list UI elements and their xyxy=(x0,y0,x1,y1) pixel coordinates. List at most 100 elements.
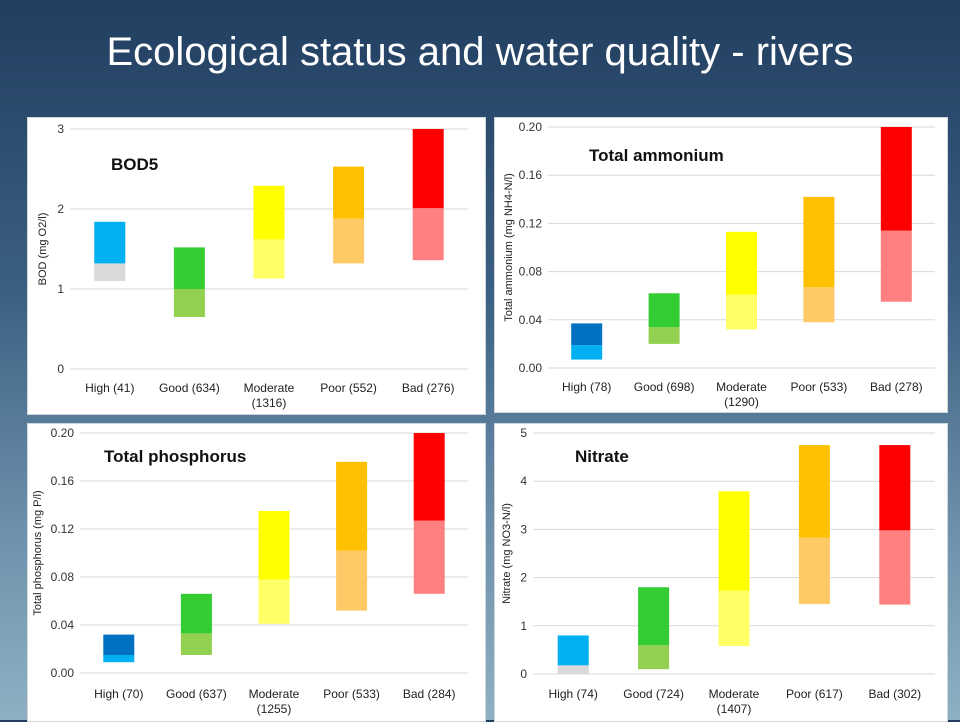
bod5-chart-title: BOD5 xyxy=(111,155,158,174)
nitrate-bar-lower-segment xyxy=(879,530,911,605)
ammonium-bar-upper-segment xyxy=(803,196,835,288)
phosphorus-bar-lower-segment xyxy=(413,520,445,594)
bod5-bar-upper-segment xyxy=(253,185,285,240)
nitrate-category-label: Poor (617) xyxy=(786,687,843,701)
ammonium-category-label: (1290) xyxy=(724,395,759,409)
bod5-y-axis-label: BOD (mg O2/l) xyxy=(37,213,49,286)
ammonium-bar-lower-segment xyxy=(803,287,835,323)
ammonium-y-tick-label: 0.00 xyxy=(519,361,543,375)
phosphorus-bar-lower-segment xyxy=(258,579,290,624)
phosphorus-bar-upper-segment xyxy=(413,433,445,521)
bod5-y-tick-label: 2 xyxy=(57,202,64,216)
ammonium-category-label: Bad (278) xyxy=(870,380,923,394)
ammonium-bar-lower-segment xyxy=(726,294,757,330)
phosphorus-category-label: High (70) xyxy=(94,687,143,701)
ammonium-y-tick-label: 0.12 xyxy=(519,216,543,230)
slide-title: Ecological status and water quality - ri… xyxy=(106,30,854,74)
ammonium-bar-upper-segment xyxy=(726,231,757,295)
ammonium-y-tick-label: 0.20 xyxy=(519,120,543,134)
phosphorus-y-tick-label: 0.04 xyxy=(51,618,75,632)
bod5-category-label: (1316) xyxy=(252,396,287,410)
ammonium-category-label: High (78) xyxy=(562,380,611,394)
phosphorus-y-tick-label: 0.12 xyxy=(51,522,75,536)
nitrate-y-tick-label: 0 xyxy=(520,667,527,681)
phosphorus-y-tick-label: 0.20 xyxy=(51,426,75,440)
bod5-category-label: Bad (276) xyxy=(402,381,455,395)
nitrate-y-tick-label: 2 xyxy=(520,571,527,585)
phosphorus-category-label: Poor (533) xyxy=(323,687,380,701)
bod5-bar-lower-segment xyxy=(412,208,444,261)
phosphorus-y-tick-label: 0.08 xyxy=(51,570,75,584)
phosphorus-category-label: Moderate xyxy=(249,687,300,701)
ammonium-y-tick-label: 0.04 xyxy=(519,313,543,327)
bod5-bar-lower-segment xyxy=(333,218,365,264)
bod5-bar-lower-segment xyxy=(94,263,126,281)
bod5-bar-upper-segment xyxy=(412,129,444,209)
bod5-category-label: Good (634) xyxy=(159,381,220,395)
ammonium-y-axis-label: Total ammonium (mg NH4-N/l) xyxy=(503,173,515,322)
nitrate-category-label: High (74) xyxy=(549,687,598,701)
nitrate-bar-upper-segment xyxy=(638,587,670,646)
bod5-bar-lower-segment xyxy=(253,239,285,279)
phosphorus-y-tick-label: 0.16 xyxy=(51,474,75,488)
ammonium-category-label: Poor (533) xyxy=(791,380,848,394)
nitrate-y-axis-label: Nitrate (mg NO3-N/l) xyxy=(501,503,513,604)
phosphorus-category-label: Good (637) xyxy=(166,687,227,701)
phosphorus-y-axis-label: Total phosphorus (mg P/l) xyxy=(32,490,44,615)
nitrate-chart-title: Nitrate xyxy=(575,447,629,466)
bod5-category-label: High (41) xyxy=(85,381,134,395)
ammonium-chart: 0.00 0.04 0.08 0.12 0.16 0.20 Total ammonium (… xyxy=(503,120,935,409)
nitrate-chart: 0 1 2 3 4 5 Nitrate (mg NO3-N/l) High (74) Good … xyxy=(501,426,935,716)
nitrate-y-tick-label: 4 xyxy=(520,474,527,488)
phosphorus-bar-upper-segment xyxy=(258,511,290,580)
nitrate-bar-upper-segment xyxy=(718,491,750,591)
phosphorus-chart: 0.00 0.04 0.08 0.12 0.16 0.20 Total phosphorus… xyxy=(32,426,468,716)
nitrate-bar-upper-segment xyxy=(798,445,830,538)
nitrate-category-label: Good (724) xyxy=(623,687,684,701)
bod5-chart: 0 1 2 3 BOD (mg O2/l) High (41) Good (634) Mode… xyxy=(37,122,468,410)
nitrate-bar-lower-segment xyxy=(638,645,670,670)
phosphorus-category-label: Bad (284) xyxy=(403,687,456,701)
ammonium-category-label: Good (698) xyxy=(634,380,695,394)
nitrate-y-tick-label: 1 xyxy=(520,619,527,633)
nitrate-bar-lower-segment xyxy=(718,590,750,647)
nitrate-category-label: Moderate xyxy=(709,687,760,701)
nitrate-chart-panel: 0 1 2 3 4 5 Nitrate (mg NO3-N/l) High (74) Good … xyxy=(494,423,948,722)
phosphorus-chart-title: Total phosphorus xyxy=(104,447,246,466)
phosphorus-bar-upper-segment xyxy=(180,593,212,634)
ammonium-bar-upper-segment xyxy=(571,323,603,346)
ammonium-chart-title: Total ammonium xyxy=(589,146,724,165)
ammonium-chart-panel: 0.00 0.04 0.08 0.12 0.16 0.20 Total ammonium (… xyxy=(494,117,948,413)
bod5-chart-panel: 0 1 2 3 BOD (mg O2/l) High (41) Good (634) Mode… xyxy=(27,117,486,415)
phosphorus-bar-lower-segment xyxy=(180,633,212,655)
phosphorus-y-tick-label: 0.00 xyxy=(51,666,75,680)
phosphorus-bar-lower-segment xyxy=(336,550,368,611)
nitrate-category-label: (1407) xyxy=(717,702,752,716)
bod5-bar-upper-segment xyxy=(94,221,126,264)
bod5-y-tick-label: 0 xyxy=(57,362,64,376)
nitrate-y-tick-label: 5 xyxy=(520,426,527,440)
bod5-category-label: Poor (552) xyxy=(320,381,377,395)
phosphorus-category-label: (1255) xyxy=(257,702,292,716)
nitrate-bar-upper-segment xyxy=(557,635,589,666)
nitrate-bar-upper-segment xyxy=(879,445,911,531)
ammonium-bar-lower-segment xyxy=(880,230,912,302)
bod5-category-label: Moderate xyxy=(244,381,295,395)
bod5-bar-upper-segment xyxy=(333,166,365,219)
ammonium-bar-lower-segment xyxy=(571,345,603,360)
nitrate-bar-lower-segment xyxy=(798,537,830,605)
ammonium-category-label: Moderate xyxy=(716,380,767,394)
phosphorus-chart-panel: 0.00 0.04 0.08 0.12 0.16 0.20 Total phosphorus… xyxy=(27,423,486,722)
bod5-y-tick-label: 1 xyxy=(57,282,64,296)
phosphorus-bar-lower-segment xyxy=(103,655,135,663)
phosphorus-bar-upper-segment xyxy=(103,634,135,655)
ammonium-y-tick-label: 0.16 xyxy=(519,168,543,182)
ammonium-bar-lower-segment xyxy=(648,327,680,344)
bod5-bar-lower-segment xyxy=(173,289,205,317)
nitrate-category-label: Bad (302) xyxy=(868,687,921,701)
ammonium-bar-upper-segment xyxy=(880,127,912,231)
nitrate-y-tick-label: 3 xyxy=(520,522,527,536)
bod5-y-tick-label: 3 xyxy=(57,122,64,136)
phosphorus-bar-upper-segment xyxy=(336,461,368,551)
ammonium-bar-upper-segment xyxy=(648,293,680,328)
